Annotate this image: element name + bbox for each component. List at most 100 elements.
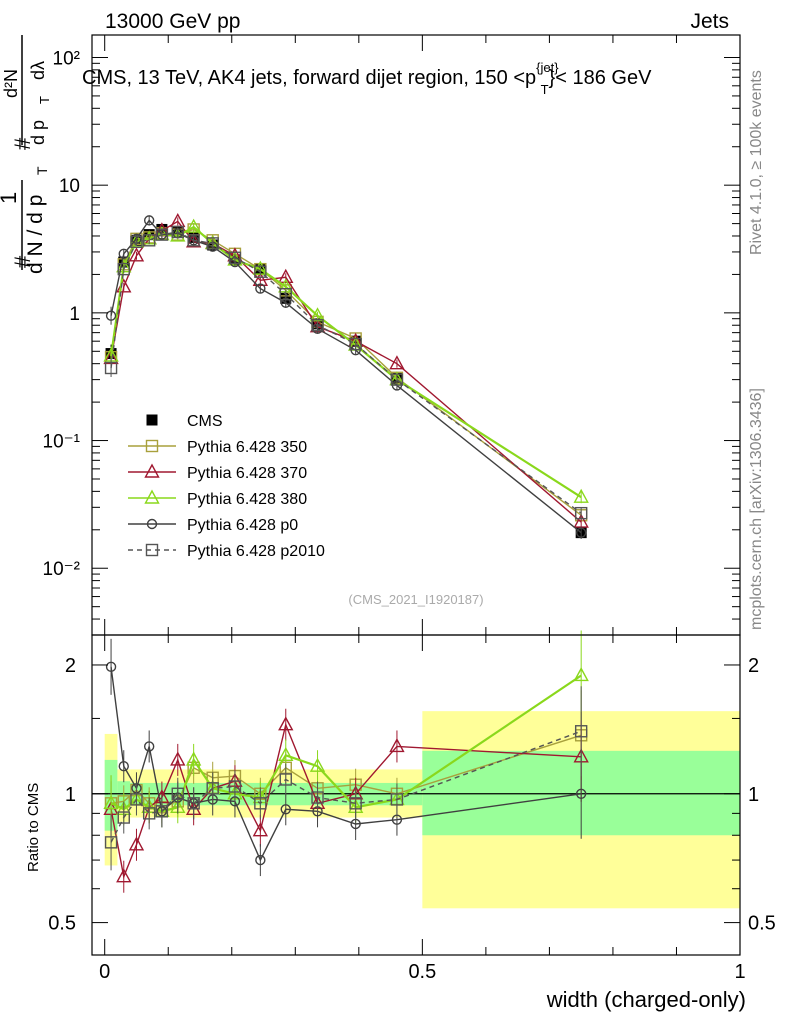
data-point [118,248,129,260]
data-point [279,288,292,301]
data-point [309,307,326,322]
ratio-point [311,791,324,804]
data-point [105,310,117,321]
legend-marker [144,489,160,504]
data-point [228,251,242,264]
x-tick-label: 0 [99,961,110,983]
ratio-plot-panel: 0.5 0.5 1 1 2 2 0 0.5 1 [48,630,776,983]
legend-item-pythia-6-428-p2010: Pythia 6.428 p2010 [128,543,325,560]
legend: CMS Pythia 6.428 350 Pythia 6.428 370 Pythi… [128,413,325,560]
rivet-label: Rivet 4.1.0, ≥ 100k events [748,70,765,255]
data-point [104,361,118,375]
data-point [128,247,145,262]
series-line-pythia-6-428-p2010 [110,231,582,514]
legend-item-cms: CMS [146,413,223,430]
y-tick-label: 10 [59,176,80,197]
header-left: 13000 GeV pp [105,10,240,33]
y-title-d2n: d²N [1,69,21,98]
ratio-point [187,797,200,810]
header-right: Jets [690,10,729,33]
legend-item-pythia-6-428-380: Pythia 6.428 380 [128,489,307,508]
legend-marker [145,439,159,453]
ratio-point [278,716,294,731]
analysis-watermark: (CMS_2021_I1920187) [348,592,483,607]
ratio-point [206,782,219,795]
ratio-point [280,804,291,815]
x-tick-label: 0.5 [408,961,436,983]
ratio-point [170,751,186,766]
y-title-dn-dpt: d N / d p [24,195,47,274]
ratio-y-tick-label-right: 0.5 [748,913,776,935]
data-point [206,237,219,250]
data-point [171,225,184,239]
ratio-y-tick-label-left: 2 [65,655,76,677]
ratio-point [309,757,326,772]
data-point [311,319,324,332]
data-point [574,506,588,520]
ratio-point [389,737,405,753]
data-point [188,235,199,246]
ratio-point [130,793,143,806]
y-title-dpt: d p [28,120,48,145]
legend-item-pythia-6-428-350: Pythia 6.428 350 [128,439,307,456]
y-tick-label: 10⁻¹ [43,432,81,453]
data-point [130,235,143,249]
ratio-point [118,761,129,772]
data-point [255,283,266,294]
y-title-dn-dpt-sub: T [34,166,50,175]
ratio-point [279,773,292,786]
legend-marker [145,543,159,557]
series-pythia-6-428-380 [103,218,589,504]
data-point [573,488,589,503]
series-cms [105,223,587,539]
plot-title: CMS, 13 TeV, AK4 jets, forward dijet reg… [82,60,652,97]
data-point [143,215,155,226]
ratio-y-tick-label-right: 2 [748,655,759,677]
series-pythia-6-428-370 [103,212,589,529]
legend-label: CMS [187,413,223,430]
data-point [187,234,200,247]
ratio-point [155,805,169,818]
data-point [254,265,267,278]
ratio-point [575,788,587,799]
data-point [117,262,130,276]
ratio-point [228,780,242,793]
ratio-point [278,746,294,762]
ratio-point [116,868,132,883]
ratio-point [255,854,266,866]
ratio-point [142,807,156,820]
ratio-point [104,836,118,849]
legend-label: Pythia 6.428 380 [187,491,307,508]
y-title-dlambda: dλ [28,61,48,80]
y-tick-label: 10² [53,48,80,69]
ratio-point [143,741,155,752]
legend-label: Pythia 6.428 370 [187,465,307,482]
data-point [155,228,169,241]
ratio-point [252,822,269,837]
y-tick-label: 10⁻² [43,559,81,580]
legend-item-pythia-6-428-370: Pythia 6.428 370 [128,463,307,482]
data-point [156,229,168,240]
series-pythia-6-428-p2010 [104,225,588,520]
ratio-point [117,811,130,824]
legend-label: Pythia 6.428 p0 [187,517,298,534]
ratio-point [350,818,361,830]
legend-marker [146,518,158,530]
main-y-axis-title: # 1 d N / d p T # d²N d p T dλ [0,35,52,274]
x-axis-title: width (charged-only) [546,987,746,1012]
legend-item-pythia-6-428-p0: Pythia 6.428 p0 [128,517,298,534]
main-plot-panel: 10² 10 1 10⁻¹ 10⁻² CMS, 13 TeV, AK4 jets, fo… [43,34,741,636]
data-point [390,373,404,386]
data-point [280,297,291,308]
ratio-y-title: Ratio to CMS [25,783,42,872]
ratio-point [185,751,202,766]
ratio-point [574,725,588,738]
ratio-series-pythia-6-428-p2010 [104,686,588,871]
data-point [389,355,405,370]
y-title-dpt-sub: T [37,96,52,104]
y-tick-label: 1 [69,304,80,325]
data-point [575,527,587,538]
y-title-one: 1 [0,192,21,204]
ratio-y-tick-label-right: 1 [748,784,759,806]
